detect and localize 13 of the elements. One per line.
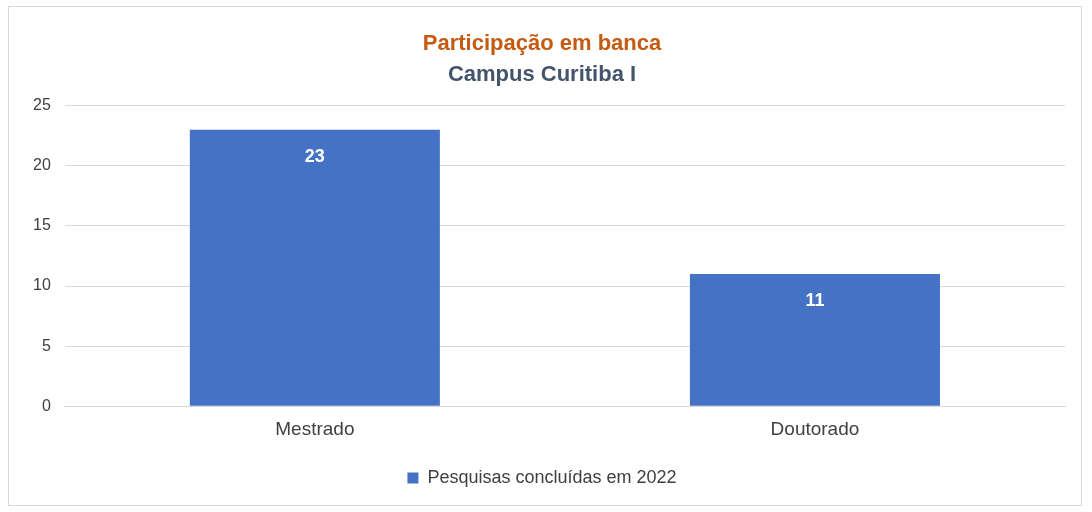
y-tick-label: 15 xyxy=(33,216,51,234)
y-tick-label: 20 xyxy=(33,156,51,174)
y-tick-label: 10 xyxy=(33,276,51,294)
x-tick-label: Mestrado xyxy=(275,417,355,439)
y-tick-label: 5 xyxy=(41,336,51,354)
x-tick-label: Doutorado xyxy=(770,417,860,439)
y-tick-label: 0 xyxy=(41,396,51,414)
data-label: 23 xyxy=(304,145,325,166)
chart-title: Participação em banca xyxy=(422,30,662,56)
data-label: 11 xyxy=(805,289,825,310)
y-tick-label: 25 xyxy=(33,96,51,114)
chart-subtitle: Campus Curitiba I xyxy=(447,60,637,86)
legend-label: Pesquisas concluídas em 2022 xyxy=(427,466,677,487)
